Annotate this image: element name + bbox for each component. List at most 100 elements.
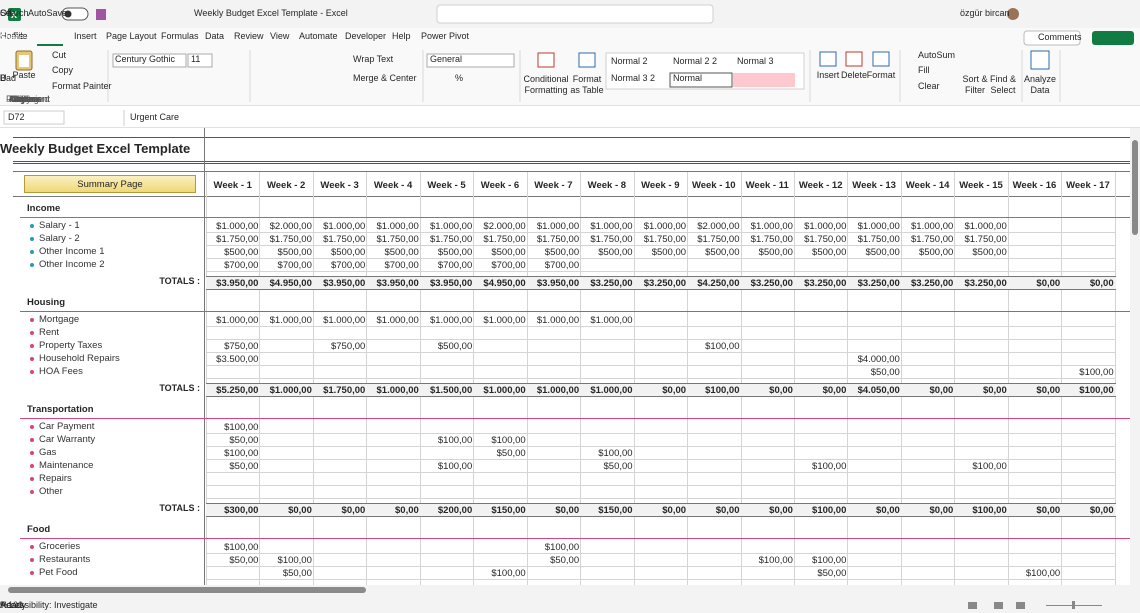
conditional-formatting[interactable]: Conditional Formatting [523, 74, 569, 95]
value-cell [419, 567, 475, 580]
sort-filter[interactable]: Sort & Filter [962, 74, 988, 95]
italic-button[interactable]: I [0, 73, 3, 83]
number-format[interactable]: General [430, 54, 463, 64]
summary-button[interactable]: Summary Page [24, 175, 196, 193]
v-scrollbar[interactable] [1130, 128, 1140, 585]
copy-button[interactable]: Copy [52, 65, 74, 75]
value-cell [740, 541, 795, 554]
status-ready: Ready [0, 600, 27, 610]
value-cell [687, 447, 742, 460]
autosave-toggle[interactable]: Off [0, 8, 12, 18]
cell-style[interactable]: Normal 3 [737, 56, 774, 66]
value-cell [419, 327, 475, 340]
bullet [30, 331, 34, 335]
analyze-data[interactable]: Analyze Data [1023, 74, 1057, 95]
value-cell: $700,00 [473, 259, 528, 272]
cut-button[interactable]: Cut [52, 50, 67, 60]
value-cell: $3.500,00 [206, 353, 261, 366]
value-cell [1007, 541, 1063, 554]
section-line [20, 418, 1130, 419]
grid-line [312, 172, 314, 585]
value-cell: $100,00 [793, 554, 849, 567]
row-label: Property Taxes [39, 340, 103, 351]
ribbon-tab[interactable]: Power Pivot [421, 31, 470, 41]
cell-style[interactable]: Normal 3 2 [611, 73, 656, 83]
value-cell [259, 434, 314, 447]
ribbon-tab[interactable]: Help [392, 31, 411, 41]
formula-input[interactable]: Urgent Care [130, 112, 180, 122]
clear-button[interactable]: Clear [918, 81, 940, 91]
find-select[interactable]: Find & Select [989, 74, 1016, 95]
cell-style[interactable]: Bad [0, 73, 17, 83]
total-cell: $1.750,00 [312, 382, 368, 397]
cell-style[interactable]: Normal [673, 73, 703, 83]
merge-center[interactable]: Merge & Center [353, 73, 417, 83]
ribbon-tab[interactable]: Review [234, 31, 264, 41]
bullet [30, 451, 34, 455]
value-cell [1061, 233, 1116, 246]
value-cell [366, 353, 421, 366]
format-painter[interactable]: Format Painter [52, 81, 112, 91]
scroll-thumb[interactable] [8, 587, 366, 593]
cell-style[interactable]: Normal 2 [611, 56, 648, 66]
name-box[interactable]: D72 [8, 112, 25, 122]
comments-button[interactable]: Comments [1038, 32, 1082, 42]
grid-line [633, 172, 635, 585]
ribbon-tab[interactable]: Developer [345, 31, 387, 41]
ribbon-tab[interactable]: Insert [74, 31, 97, 41]
value-cell [1061, 340, 1116, 353]
value-cell [847, 541, 902, 554]
value-cell [740, 473, 795, 486]
total-cell: $150,00 [473, 502, 528, 517]
paste-button[interactable]: Paste [12, 70, 36, 80]
value-cell: $2.000,00 [687, 220, 742, 233]
ribbon-tab[interactable]: View [270, 31, 290, 41]
font-size[interactable]: 11 [191, 54, 201, 64]
value-cell [954, 340, 1009, 353]
value-cell: $750,00 [206, 340, 261, 353]
value-cell [954, 486, 1009, 499]
value-cell [580, 327, 635, 340]
share-button[interactable]: Share [0, 32, 25, 42]
h-scrollbar[interactable] [0, 585, 1140, 597]
value-cell: $500,00 [259, 246, 314, 259]
format-button[interactable]: Format [866, 70, 896, 80]
autosum-button[interactable]: AutoSum [918, 50, 956, 60]
row-label: Mortgage [39, 314, 80, 325]
ribbon-tab[interactable]: Home [0, 31, 25, 41]
wrap-text[interactable]: Wrap Text [353, 54, 394, 64]
grid-line [206, 172, 207, 585]
ribbon-tab[interactable]: Page Layout [106, 31, 157, 41]
percent-button[interactable]: % [455, 73, 464, 83]
total-cell: $3.250,00 [740, 275, 795, 290]
value-cell [847, 421, 902, 434]
accessibility-status[interactable]: Accessibility: Investigate [0, 600, 98, 610]
value-cell [633, 486, 689, 499]
bold-button[interactable]: B [0, 73, 7, 83]
ribbon-tab[interactable]: Data [205, 31, 225, 41]
total-cell: $3.250,00 [954, 275, 1009, 290]
ribbon-tab[interactable]: File [13, 31, 28, 41]
value-cell: $750,00 [312, 340, 368, 353]
cell-style[interactable]: Normal 2 2 [673, 56, 718, 66]
value-cell [366, 434, 421, 447]
value-cell [312, 541, 368, 554]
delete-button[interactable]: Delete [840, 70, 867, 80]
bullet [30, 571, 34, 575]
underline-button[interactable]: U [0, 73, 7, 83]
format-as-table[interactable]: Format as Table [570, 74, 604, 95]
value-cell: $1.750,00 [473, 233, 528, 246]
ribbon-tab[interactable]: Formulas [161, 31, 199, 41]
fill-button[interactable]: Fill [918, 65, 930, 75]
insert-button[interactable]: Insert [816, 70, 840, 80]
value-cell [740, 447, 795, 460]
value-cell: $700,00 [312, 259, 368, 272]
search-box[interactable]: Search [0, 8, 29, 18]
value-cell [259, 473, 314, 486]
font-name[interactable]: Century Gothic [115, 54, 176, 64]
scroll-thumb[interactable] [1132, 140, 1138, 235]
value-cell [954, 434, 1009, 447]
value-cell: $100,00 [473, 434, 528, 447]
ribbon-tab[interactable]: Automate [299, 31, 338, 41]
value-cell: $500,00 [580, 246, 635, 259]
